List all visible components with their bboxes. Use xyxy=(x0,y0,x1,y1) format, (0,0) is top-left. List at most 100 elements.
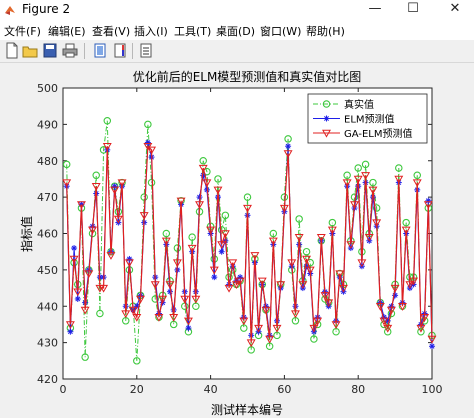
series-2-point xyxy=(185,325,192,332)
minimize-button[interactable]: — xyxy=(368,1,382,16)
series-1-point xyxy=(92,171,100,180)
series-3-point xyxy=(110,186,120,195)
series-1-point xyxy=(269,229,278,238)
menu-view[interactable]: 查看(V) xyxy=(92,25,131,38)
series-3-point xyxy=(158,295,168,304)
series-1-point xyxy=(199,157,207,165)
series-1-point xyxy=(96,309,104,318)
series-1-point xyxy=(310,335,318,343)
series-3-point xyxy=(206,226,216,235)
series-1-point xyxy=(221,211,230,220)
series-3-point xyxy=(272,324,282,333)
y-tick-label: 440 xyxy=(37,300,58,313)
series-3-point xyxy=(383,324,393,333)
series-1-point xyxy=(103,116,112,125)
series-3-point xyxy=(239,317,249,326)
series-2-point xyxy=(67,328,74,335)
series-3-point xyxy=(305,266,315,275)
menu-edit[interactable]: 编辑(E) xyxy=(48,25,86,38)
insert-legend-icon[interactable] xyxy=(138,42,154,59)
series-3-point xyxy=(268,237,278,246)
series-3-point xyxy=(124,259,134,268)
menu-tools[interactable]: 工具(T) xyxy=(174,25,212,38)
close-button[interactable]: ✕ xyxy=(449,1,461,16)
series-3-point xyxy=(335,270,345,279)
series-3-point xyxy=(331,321,341,330)
series-1-point xyxy=(372,204,381,212)
series-3-point xyxy=(368,186,378,195)
series-3-point xyxy=(420,313,430,322)
link-plot-icon[interactable] xyxy=(92,42,108,59)
series-3-point xyxy=(180,295,190,304)
series-3-point xyxy=(361,172,371,180)
series-3-point xyxy=(294,233,304,242)
new-file-icon[interactable] xyxy=(4,42,20,59)
figure-area: 0 20 40 60 80 100 420 430 440 450 460 470 480 490 500 … xyxy=(0,63,474,418)
series-3-point xyxy=(213,186,223,195)
series-1-point xyxy=(188,233,196,241)
y-tick-label: 490 xyxy=(37,118,58,131)
series-3-point xyxy=(405,281,415,290)
maximize-button[interactable]: ☐ xyxy=(407,1,419,16)
series-1-point xyxy=(62,160,71,169)
legend-marker xyxy=(323,115,330,122)
series-3-point xyxy=(250,252,260,260)
series-1-point xyxy=(147,178,156,187)
series-2-point xyxy=(71,245,78,252)
series-3-point xyxy=(217,241,227,250)
menu-help[interactable]: 帮助(H) xyxy=(306,25,345,38)
series-3-point xyxy=(416,324,426,333)
series-1-point xyxy=(151,295,160,303)
series-3-point xyxy=(76,201,86,210)
series-1-point xyxy=(284,135,292,143)
series-1-point xyxy=(133,357,141,365)
x-tick-label: 0 xyxy=(60,383,67,396)
series-3-point xyxy=(128,306,138,315)
menu-insert[interactable]: 插入(I) xyxy=(134,25,168,38)
toolbar-separator xyxy=(84,43,85,59)
save-icon[interactable] xyxy=(42,42,58,59)
series-3-point xyxy=(117,179,127,188)
menu-desktop[interactable]: 桌面(D) xyxy=(216,25,256,38)
series-3-point xyxy=(139,212,149,220)
series-3-point xyxy=(276,281,286,290)
series-3-point xyxy=(346,241,356,250)
chart-title: 优化前后的ELM模型预测值和真实值对比图 xyxy=(133,69,362,84)
series-3-point xyxy=(246,339,256,348)
series-3-point xyxy=(316,233,326,242)
series-3-point xyxy=(390,284,400,293)
series-1-point xyxy=(413,171,421,180)
series-3-point xyxy=(279,204,289,213)
menu-file[interactable]: 文件(F) xyxy=(4,25,41,38)
series-3-point xyxy=(364,233,374,242)
menu-window[interactable]: 窗口(W) xyxy=(260,25,302,38)
open-folder-icon[interactable] xyxy=(22,42,38,59)
series-3-point xyxy=(231,281,241,290)
series-3-point xyxy=(132,313,142,322)
y-tick-label: 450 xyxy=(37,264,58,277)
series-3-point xyxy=(65,321,75,330)
series-3-point xyxy=(161,237,171,246)
series-3-point xyxy=(379,317,389,326)
series-1-point xyxy=(302,247,311,256)
y-axis-label: 指标值 xyxy=(19,216,34,252)
series-3-point xyxy=(202,179,212,188)
y-tick-label: 430 xyxy=(37,337,58,350)
print-icon[interactable] xyxy=(62,42,78,59)
legend-label: GA-ELM预测值 xyxy=(344,127,413,140)
series-3-point xyxy=(401,226,411,235)
series-3-point xyxy=(254,324,264,333)
series-3-point xyxy=(257,277,267,286)
series-3-point xyxy=(357,259,367,268)
series-2-point xyxy=(211,274,218,281)
insert-colorbar-icon[interactable] xyxy=(112,42,128,59)
series-3-point xyxy=(427,335,437,344)
series-1-point xyxy=(81,353,89,361)
series-3-point xyxy=(150,281,160,290)
series-3-point xyxy=(198,164,208,173)
series-1-point xyxy=(295,215,303,223)
y-tick-label: 460 xyxy=(37,228,58,241)
series-3-point xyxy=(291,310,300,319)
legend-label: ELM预测值 xyxy=(344,113,395,126)
x-tick-label: 100 xyxy=(422,383,443,396)
